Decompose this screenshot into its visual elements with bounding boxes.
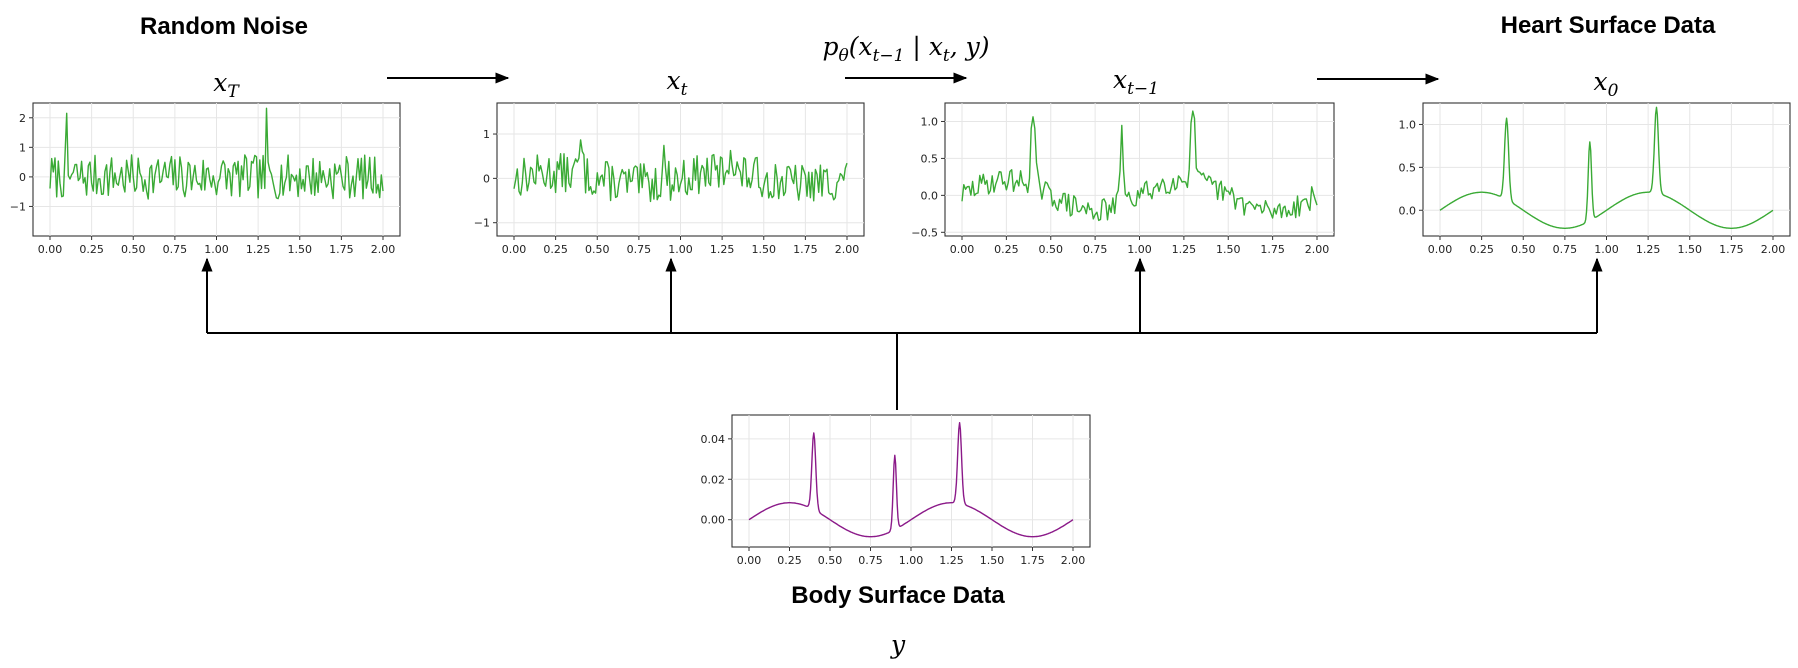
x-tick-label: 1.25	[1172, 243, 1197, 256]
y-tick-label: 0.0	[1399, 204, 1417, 217]
x-tick-label: 1.75	[1020, 554, 1045, 567]
body-surface-title: Body Surface Data	[791, 582, 1005, 609]
series-line	[1439, 106, 1774, 229]
x-tick-label: 1.75	[1260, 243, 1285, 256]
x-tick-label: 0.50	[1511, 243, 1536, 256]
x-tick-label: 1.00	[204, 243, 229, 256]
label-x-T: xT	[213, 68, 240, 102]
y-tick-label: −1	[474, 217, 490, 230]
random-noise-title: Random Noise	[140, 13, 308, 40]
x-tick-label: 0.00	[1428, 243, 1453, 256]
transition-formula: pθ(xt−1 | xt, y)	[822, 32, 989, 66]
x-tick-label: 1.25	[1636, 243, 1661, 256]
x-tick-label: 0.25	[777, 554, 802, 567]
x-tick-label: 1.50	[1216, 243, 1241, 256]
y-tick-label: 2	[19, 112, 26, 125]
y-tick-label: −0.5	[911, 226, 938, 239]
label-x-0: x0	[1594, 67, 1619, 101]
x-tick-label: 0.75	[858, 554, 883, 567]
x-tick-label: 2.00	[1761, 243, 1786, 256]
x-tick-label: 1.50	[980, 554, 1005, 567]
y-tick-label: 0.5	[921, 152, 939, 165]
x-tick-label: 1.00	[899, 554, 924, 567]
x-tick-label: 0.50	[585, 243, 610, 256]
x-tick-label: 0.75	[1553, 243, 1578, 256]
x-tick-label: 1.00	[1594, 243, 1619, 256]
x-tick-label: 0.75	[1083, 243, 1108, 256]
series-line	[748, 422, 1074, 538]
y-tick-label: 0	[19, 171, 26, 184]
x-tick-label: 0.00	[38, 243, 63, 256]
x-tick-label: 1.50	[752, 243, 777, 256]
y-tick-label: 0.04	[701, 433, 726, 446]
plot-x-t: 0.00 0.25 0.50 0.75 1.00 1.25 1.50 1.75 2.00 1 0 −1	[474, 102, 865, 256]
x-tick-label: 0.25	[994, 243, 1019, 256]
x-tick-label: 1.50	[288, 243, 313, 256]
heart-surface-title: Heart Surface Data	[1501, 12, 1716, 39]
x-tick-label: 0.50	[1039, 243, 1064, 256]
series-line	[513, 139, 848, 203]
plot-x-0: 0.00 0.25 0.50 0.75 1.00 1.25 1.50 1.75 2.00 1.0 0…	[1399, 102, 1791, 256]
x-tick-label: 0.25	[543, 243, 568, 256]
y-tick-label: 1	[19, 141, 26, 154]
x-tick-label: 1.00	[668, 243, 693, 256]
x-tick-label: 0.00	[950, 243, 975, 256]
x-tick-label: 0.25	[79, 243, 104, 256]
series-line	[961, 110, 1318, 222]
x-tick-label: 2.00	[371, 243, 396, 256]
plot-y-body-surface: 0.00 0.25 0.50 0.75 1.00 1.25 1.50 1.75 2.00 0.04…	[701, 414, 1091, 567]
x-tick-label: 2.00	[835, 243, 860, 256]
plot-x-T: 0.00 0.25 0.50 0.75 1.00 1.25 1.50 1.75 2.00 2 1 0 −…	[10, 102, 401, 256]
x-tick-label: 0.00	[502, 243, 527, 256]
label-x-t: xt	[667, 66, 688, 100]
y-tick-label: 0	[483, 172, 490, 185]
plot-x-t-minus-1: 0.00 0.25 0.50 0.75 1.00 1.25 1.50 1.75 2.00 1.0 0…	[911, 102, 1335, 256]
y-tick-label: 0.0	[921, 189, 939, 202]
x-tick-label: 1.25	[939, 554, 964, 567]
x-tick-label: 0.75	[163, 243, 188, 256]
label-y: y	[890, 630, 906, 659]
label-x-t-minus-1: xt−1	[1113, 65, 1159, 99]
series-line	[49, 107, 384, 200]
y-tick-label: 0.5	[1399, 161, 1417, 174]
x-tick-label: 1.50	[1678, 243, 1703, 256]
x-tick-label: 2.00	[1305, 243, 1330, 256]
y-tick-label: 1	[483, 128, 490, 141]
y-tick-label: 1.0	[1399, 118, 1417, 131]
x-tick-label: 2.00	[1061, 554, 1086, 567]
y-tick-label: −1	[10, 200, 26, 213]
x-tick-label: 0.50	[121, 243, 146, 256]
x-tick-label: 1.75	[329, 243, 354, 256]
y-tick-label: 1.0	[921, 115, 939, 128]
x-tick-label: 0.75	[627, 243, 652, 256]
y-tick-label: 0.00	[701, 514, 726, 527]
x-tick-label: 1.75	[1719, 243, 1744, 256]
x-tick-label: 0.00	[737, 554, 762, 567]
x-tick-label: 1.75	[793, 243, 818, 256]
x-tick-label: 0.50	[818, 554, 843, 567]
y-tick-label: 0.02	[701, 473, 726, 486]
x-tick-label: 1.25	[710, 243, 735, 256]
x-tick-label: 1.00	[1127, 243, 1152, 256]
x-tick-label: 0.25	[1469, 243, 1494, 256]
x-tick-label: 1.25	[246, 243, 271, 256]
